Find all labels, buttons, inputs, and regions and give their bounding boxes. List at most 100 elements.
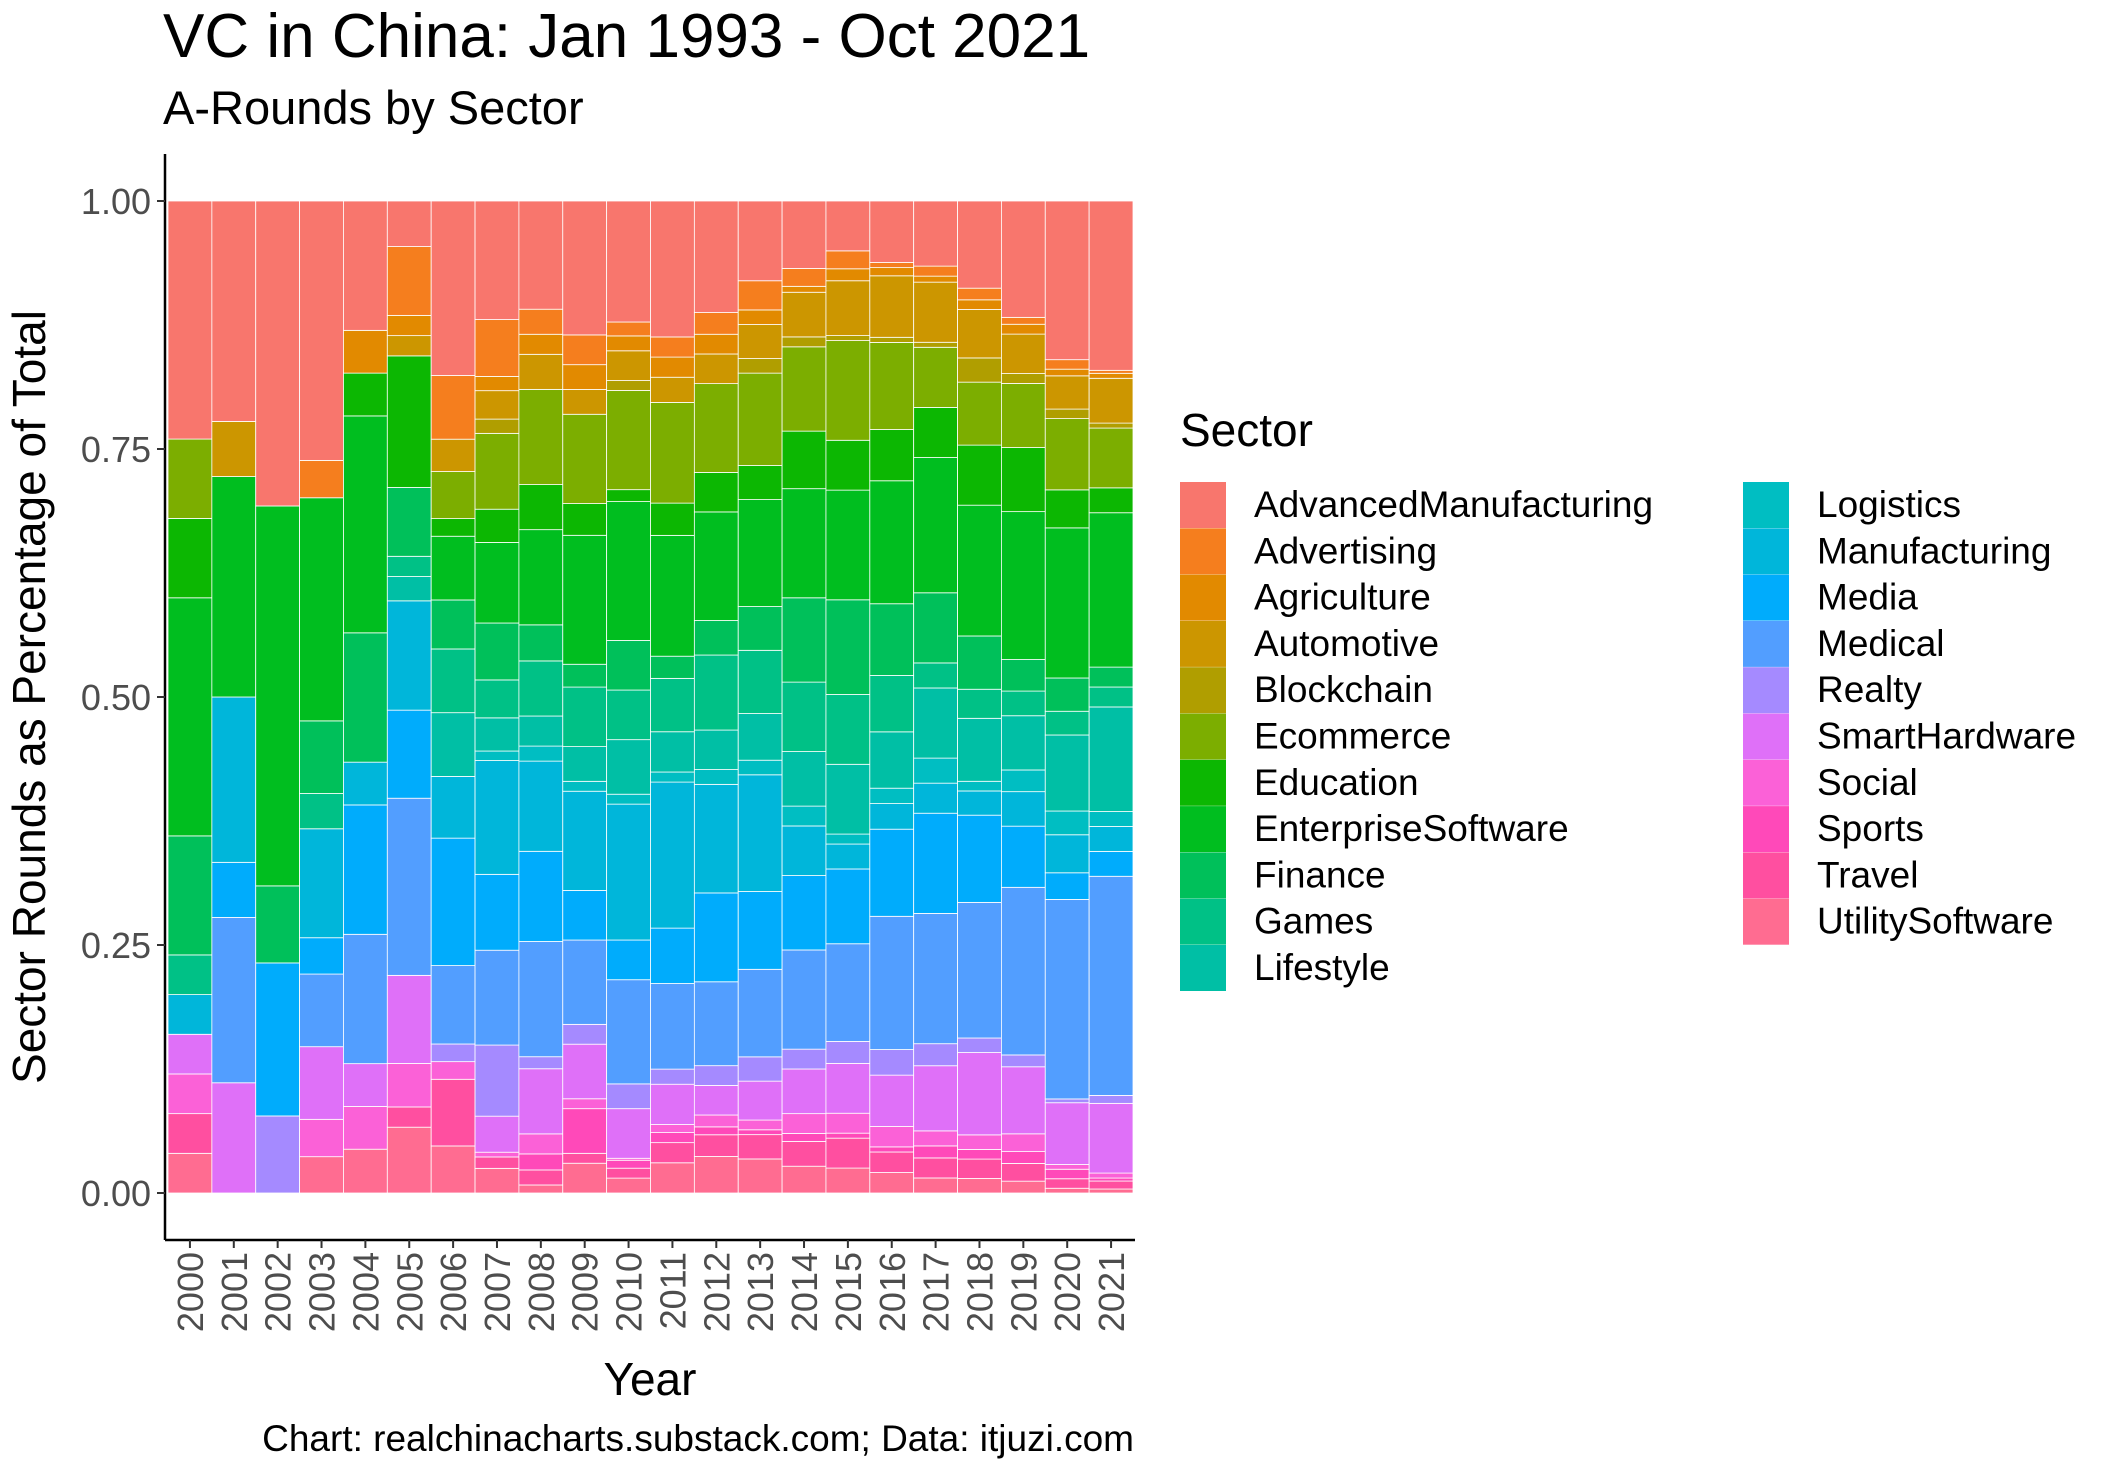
bar-segment: [781, 681, 827, 752]
axes: 0.00 0.25 0.50 0.75 1.00 2000 2001 2002 2003 2004…: [81, 154, 1135, 1332]
bar-segment: [913, 275, 958, 283]
bar-segment: [167, 1033, 213, 1075]
legend-key: [1180, 806, 1226, 853]
bar-segment: [869, 731, 915, 789]
bar-segment: [386, 974, 432, 1064]
bar-segment: [167, 518, 213, 599]
bar-segment: [913, 1145, 958, 1159]
bar-segment: [474, 622, 520, 681]
bar-segment: [1088, 826, 1134, 852]
bar-segment: [211, 917, 257, 1084]
x-tick-label: 2016: [872, 1252, 913, 1332]
bar-segment: [518, 200, 564, 310]
bar-segment: [1001, 383, 1046, 448]
bar-segment: [869, 336, 915, 343]
x-tick-label: 2018: [960, 1252, 1001, 1332]
bar-segment: [343, 329, 388, 374]
bar-segment: [650, 1083, 695, 1125]
x-tick-label: 2019: [1003, 1252, 1044, 1332]
bar-segment: [430, 200, 476, 376]
bar-segment: [1001, 323, 1046, 335]
bar-segment: [825, 1041, 871, 1064]
bar-segment: [606, 1167, 651, 1179]
bar-segment: [474, 1167, 520, 1194]
legend-key: [1180, 667, 1226, 714]
bar-segment: [869, 803, 915, 830]
bar-segment: [299, 1046, 344, 1120]
bar-segment: [737, 499, 783, 607]
bar-segment: [518, 308, 564, 335]
bar-segment: [606, 335, 651, 352]
bar-segment: [737, 759, 783, 776]
bar-segment: [562, 1043, 608, 1100]
bar-segment: [562, 746, 608, 782]
bar-segment: [562, 389, 608, 415]
bar-segment: [825, 1137, 871, 1169]
bar-segment: [957, 504, 1002, 637]
legend-key: [1180, 945, 1226, 991]
bar-segment: [693, 511, 739, 621]
bar-segment: [1044, 375, 1090, 410]
bar-segment: [1088, 666, 1134, 688]
bar-segment: [913, 687, 958, 759]
legend-label: Automotive: [1254, 623, 1439, 664]
bar-segment: [1001, 1151, 1046, 1164]
bar-segment: [211, 476, 257, 698]
x-tick-label: 2007: [477, 1252, 518, 1332]
bar-segment: [737, 1134, 783, 1160]
bar-segment: [606, 1083, 651, 1110]
bar-segment: [562, 1023, 608, 1045]
bar-segment: [518, 941, 564, 1058]
legend-key: [1743, 806, 1789, 853]
bar-segment: [957, 1178, 1002, 1194]
bar-segment: [1088, 850, 1134, 877]
bar-segment: [299, 460, 344, 499]
bar-segment: [1088, 1102, 1134, 1174]
bar-segment: [957, 309, 1002, 359]
bar-segment: [386, 555, 432, 577]
bar-segment: [869, 267, 915, 277]
x-tick-label: 2003: [302, 1252, 343, 1332]
bar-segment: [1044, 1102, 1090, 1165]
bar-segment: [1044, 368, 1090, 377]
bar-segment: [913, 1177, 958, 1194]
bar-segment: [781, 346, 827, 432]
bar-segment: [518, 529, 564, 626]
bar-segment: [957, 717, 1002, 782]
bar-segment: [650, 1124, 695, 1133]
bar-segment: [562, 790, 608, 891]
bar-segment: [1001, 1163, 1046, 1182]
bar-segment: [869, 1074, 915, 1127]
bar-segment: [737, 606, 783, 651]
bar-segment: [474, 760, 520, 875]
bar-segment: [1044, 408, 1090, 419]
bar-stack-area: [167, 200, 1134, 1194]
bar-segment: [386, 1126, 432, 1194]
bar-segment: [650, 731, 695, 773]
bar-segment: [562, 1162, 608, 1194]
bar-segment: [562, 686, 608, 748]
bar-segment: [693, 981, 739, 1067]
bar-segment: [1044, 527, 1090, 679]
bar-segment: [781, 291, 827, 338]
bar-segment: [1088, 1188, 1134, 1194]
bar-segment: [650, 1142, 695, 1164]
bar-segment: [299, 793, 344, 830]
bar-segment: [211, 421, 257, 477]
bar-segment: [606, 501, 651, 641]
y-axis-label: Sector Rounds as Percentage of Total: [3, 310, 55, 1084]
bar-segment: [474, 200, 520, 320]
bar-segment: [386, 797, 432, 976]
bar-segment: [825, 843, 871, 870]
bar-segment: [518, 715, 564, 747]
bar-segment: [913, 346, 958, 408]
legend-label: Manufacturing: [1817, 530, 2051, 571]
bar-segment: [693, 620, 739, 656]
bar-segment: [474, 679, 520, 719]
x-tick-label: 2006: [433, 1252, 474, 1332]
x-tick-label: 2009: [565, 1252, 606, 1332]
bar-segment: [518, 760, 564, 852]
bar-segment: [781, 751, 827, 807]
bar-segment: [167, 200, 213, 440]
